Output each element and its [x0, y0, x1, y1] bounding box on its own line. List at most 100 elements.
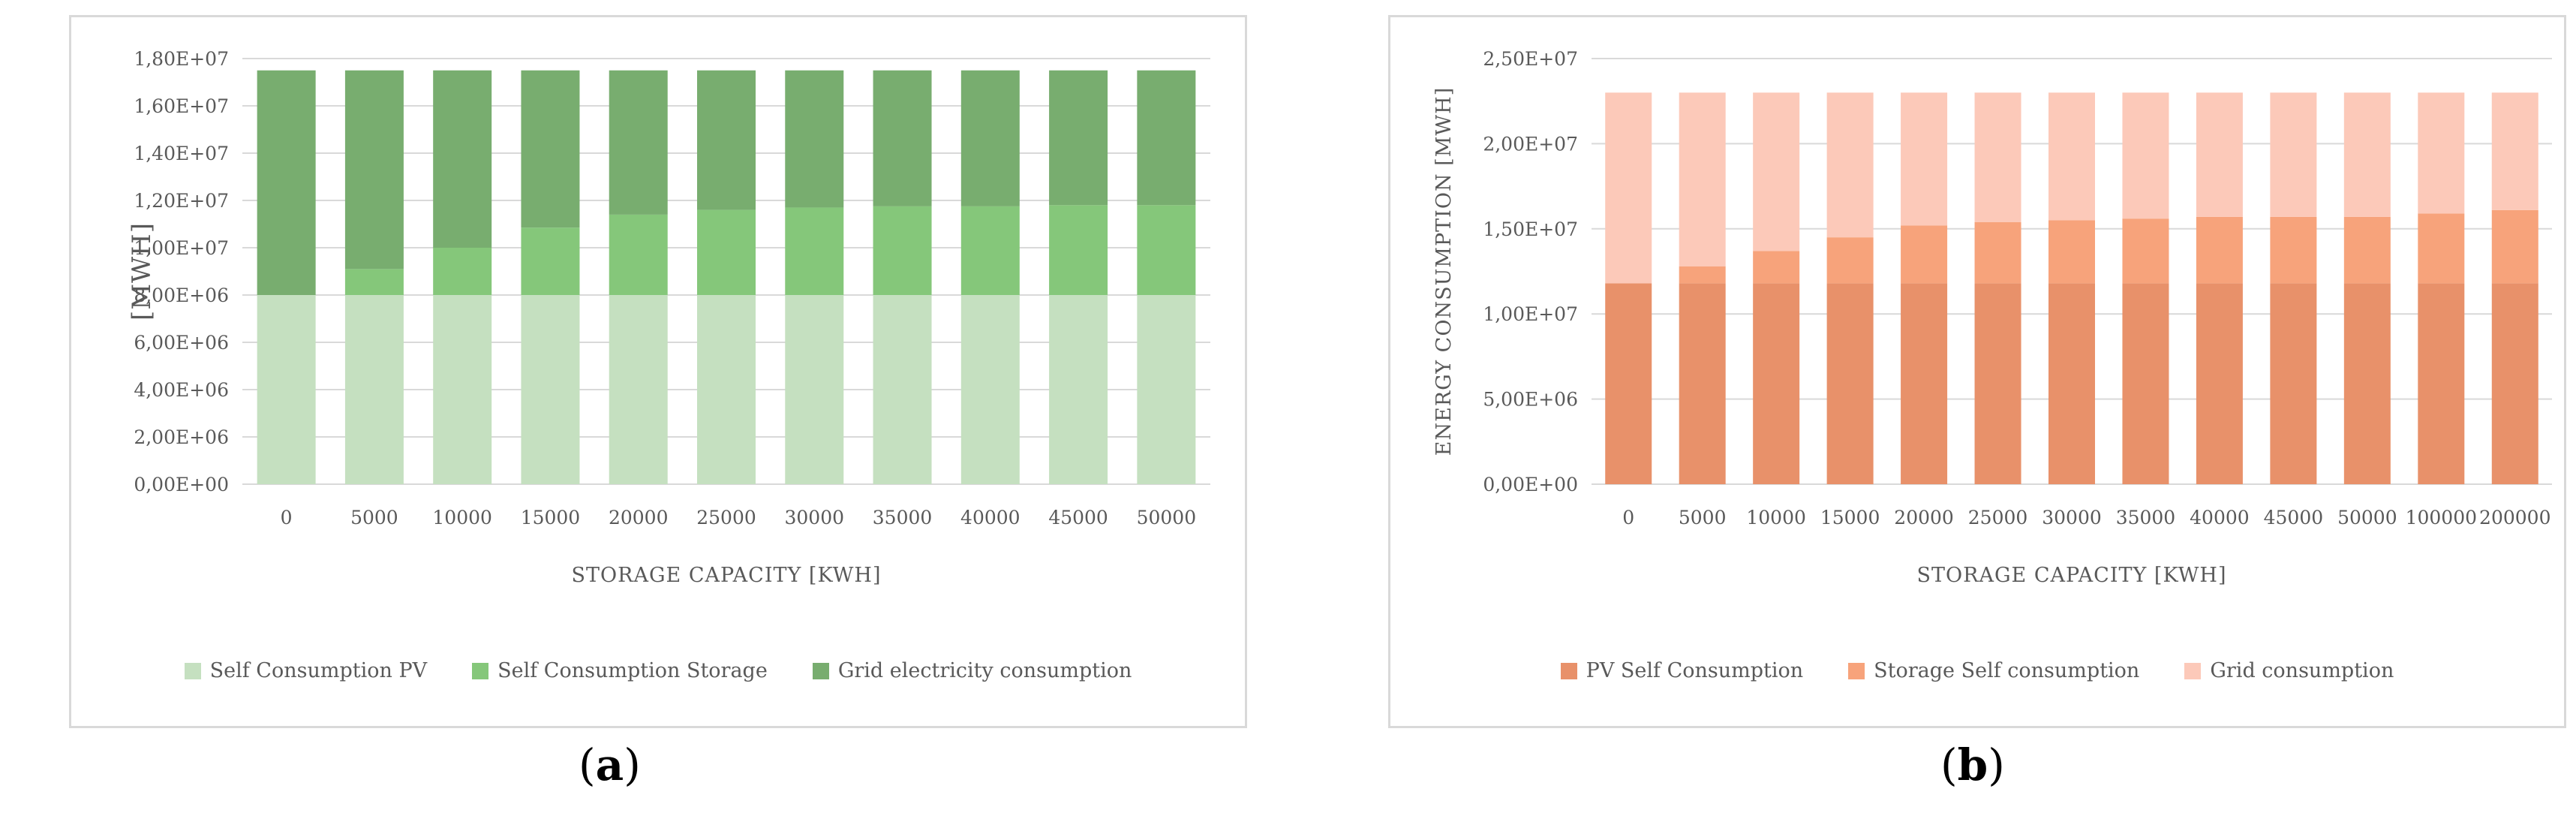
chart-b-plot: 0,00E+00 5,00E+06 1,00E+07 1,50E+07 2,00E+07…: [1432, 48, 2552, 587]
bar-segment: [1974, 92, 2021, 222]
bar-segment: [1679, 92, 1726, 266]
y-tick-label: 1,60E+07: [134, 95, 229, 117]
x-tick-label: 45000: [2264, 507, 2324, 528]
legend-label: Grid electricity consumption: [837, 659, 1132, 682]
bar-segment: [2343, 92, 2391, 217]
y-tick-label: 0,00E+00: [1483, 474, 1578, 495]
x-tick-label: 10000: [432, 507, 492, 528]
y-tick-label: 1,00E+07: [1483, 303, 1578, 325]
bar-segment: [433, 248, 492, 295]
y-tick-label: 6,00E+06: [134, 332, 229, 354]
x-tick-label: 200000: [2479, 507, 2550, 528]
x-tick-label: 15000: [521, 507, 581, 528]
legend-item: Storage Self consumption: [1848, 659, 2139, 682]
y-tick-label: 2,00E+06: [134, 426, 229, 448]
bar-segment: [697, 209, 756, 295]
bar-segment: [1049, 205, 1108, 295]
legend-swatch: [1560, 662, 1577, 679]
bar-segment: [2418, 283, 2465, 484]
bar-segment: [785, 295, 844, 484]
bar-segment: [2196, 216, 2243, 284]
x-axis-title: STORAGE CAPACITY [KWH]: [1917, 564, 2227, 587]
bar-segment: [1753, 251, 1800, 284]
bar-segment: [2122, 92, 2169, 219]
bar-segment: [2048, 283, 2095, 484]
x-tick-label: 20000: [1894, 507, 1954, 528]
bar-segment: [2270, 92, 2317, 217]
x-tick-label: 30000: [2042, 507, 2102, 528]
y-tick-label: 2,00E+07: [1483, 133, 1578, 155]
y-axis-title: [MWH]: [127, 222, 157, 321]
bar-segment: [1901, 225, 1948, 284]
bar-segment: [1901, 283, 1948, 484]
bar-segment: [2048, 220, 2095, 284]
x-tick-label: 10000: [1746, 507, 1806, 528]
x-tick-label: 30000: [785, 507, 845, 528]
bar-segment: [1753, 283, 1800, 484]
x-tick-label: 20000: [609, 507, 669, 528]
x-tick-label: 5000: [1679, 507, 1727, 528]
bar-segment: [1974, 221, 2021, 284]
y-axis-title: ENERGY CONSUMPTION [MWH]: [1432, 87, 1456, 456]
legend-swatch: [2184, 662, 2202, 679]
bar-segment: [433, 70, 492, 248]
y-tick-label: 0,00E+00: [134, 474, 229, 495]
bar-segment: [1974, 283, 2021, 484]
y-tick-label: 8,00E+06: [134, 285, 229, 306]
bar-segment: [433, 295, 492, 484]
bar-segment: [2122, 283, 2169, 484]
x-tick-label: 45000: [1048, 507, 1108, 528]
bar-segment: [1049, 70, 1108, 206]
bar-segment: [2491, 92, 2538, 210]
y-tick-label: 2,50E+07: [1483, 48, 1578, 70]
y-tick-label: 5,00E+06: [1483, 389, 1578, 411]
x-tick-label: 25000: [696, 507, 756, 528]
bar-segment: [1826, 92, 1874, 238]
bar-segment: [873, 70, 932, 206]
bar-segment: [2196, 283, 2243, 484]
bar-segment: [257, 70, 316, 295]
legend-label: Self Consumption Storage: [497, 659, 768, 682]
x-tick-label: 0: [281, 507, 293, 528]
x-tick-label: 0: [1622, 507, 1634, 528]
y-tick-label: 1,80E+07: [134, 48, 229, 70]
y-tick-label: 1,50E+07: [1483, 218, 1578, 240]
bar-segment: [257, 295, 316, 484]
legend-swatch: [184, 662, 201, 679]
bar-segment: [960, 70, 1020, 206]
y-tick-label: 1,00E+07: [134, 237, 229, 259]
y-tick-label: 1,20E+07: [134, 190, 229, 212]
bar-segment: [1049, 295, 1108, 484]
bar-segment: [1137, 295, 1196, 484]
bar-segment: [609, 70, 668, 215]
bar-segment: [960, 206, 1020, 295]
bar-segment: [697, 295, 756, 484]
x-tick-label: 50000: [1137, 507, 1197, 528]
legend-item: Self Consumption PV: [184, 659, 427, 682]
bar-segment: [609, 295, 668, 484]
y-tick-label: 1,40E+07: [134, 143, 229, 164]
bar-segment: [521, 295, 580, 484]
legend-swatch: [472, 662, 489, 679]
bar-segment: [2418, 92, 2465, 214]
bar-segment: [1679, 283, 1726, 484]
bar-segment: [1753, 92, 1800, 251]
bar-segment: [2491, 283, 2538, 484]
legend-item: PV Self Consumption: [1560, 659, 1803, 682]
bar-segment: [609, 214, 668, 295]
legend-label: Grid consumption: [2210, 659, 2394, 682]
panel-label-a: (a): [579, 739, 641, 790]
bar-segment: [1137, 70, 1196, 206]
x-tick-label: 25000: [1968, 507, 2028, 528]
legend-item: Grid electricity consumption: [812, 659, 1132, 682]
x-axis-title: STORAGE CAPACITY [KWH]: [572, 564, 882, 587]
bar-segment: [1605, 283, 1652, 484]
bar-segment: [2343, 283, 2391, 484]
bar-segment: [873, 206, 932, 295]
bar-segment: [2122, 218, 2169, 284]
bar-segment: [344, 295, 404, 484]
legend-item: Self Consumption Storage: [472, 659, 768, 682]
bar-segment: [2491, 209, 2538, 284]
bar-segment: [1901, 92, 1948, 226]
chart-a-legend: Self Consumption PV Self Consumption Stor…: [71, 659, 1245, 682]
